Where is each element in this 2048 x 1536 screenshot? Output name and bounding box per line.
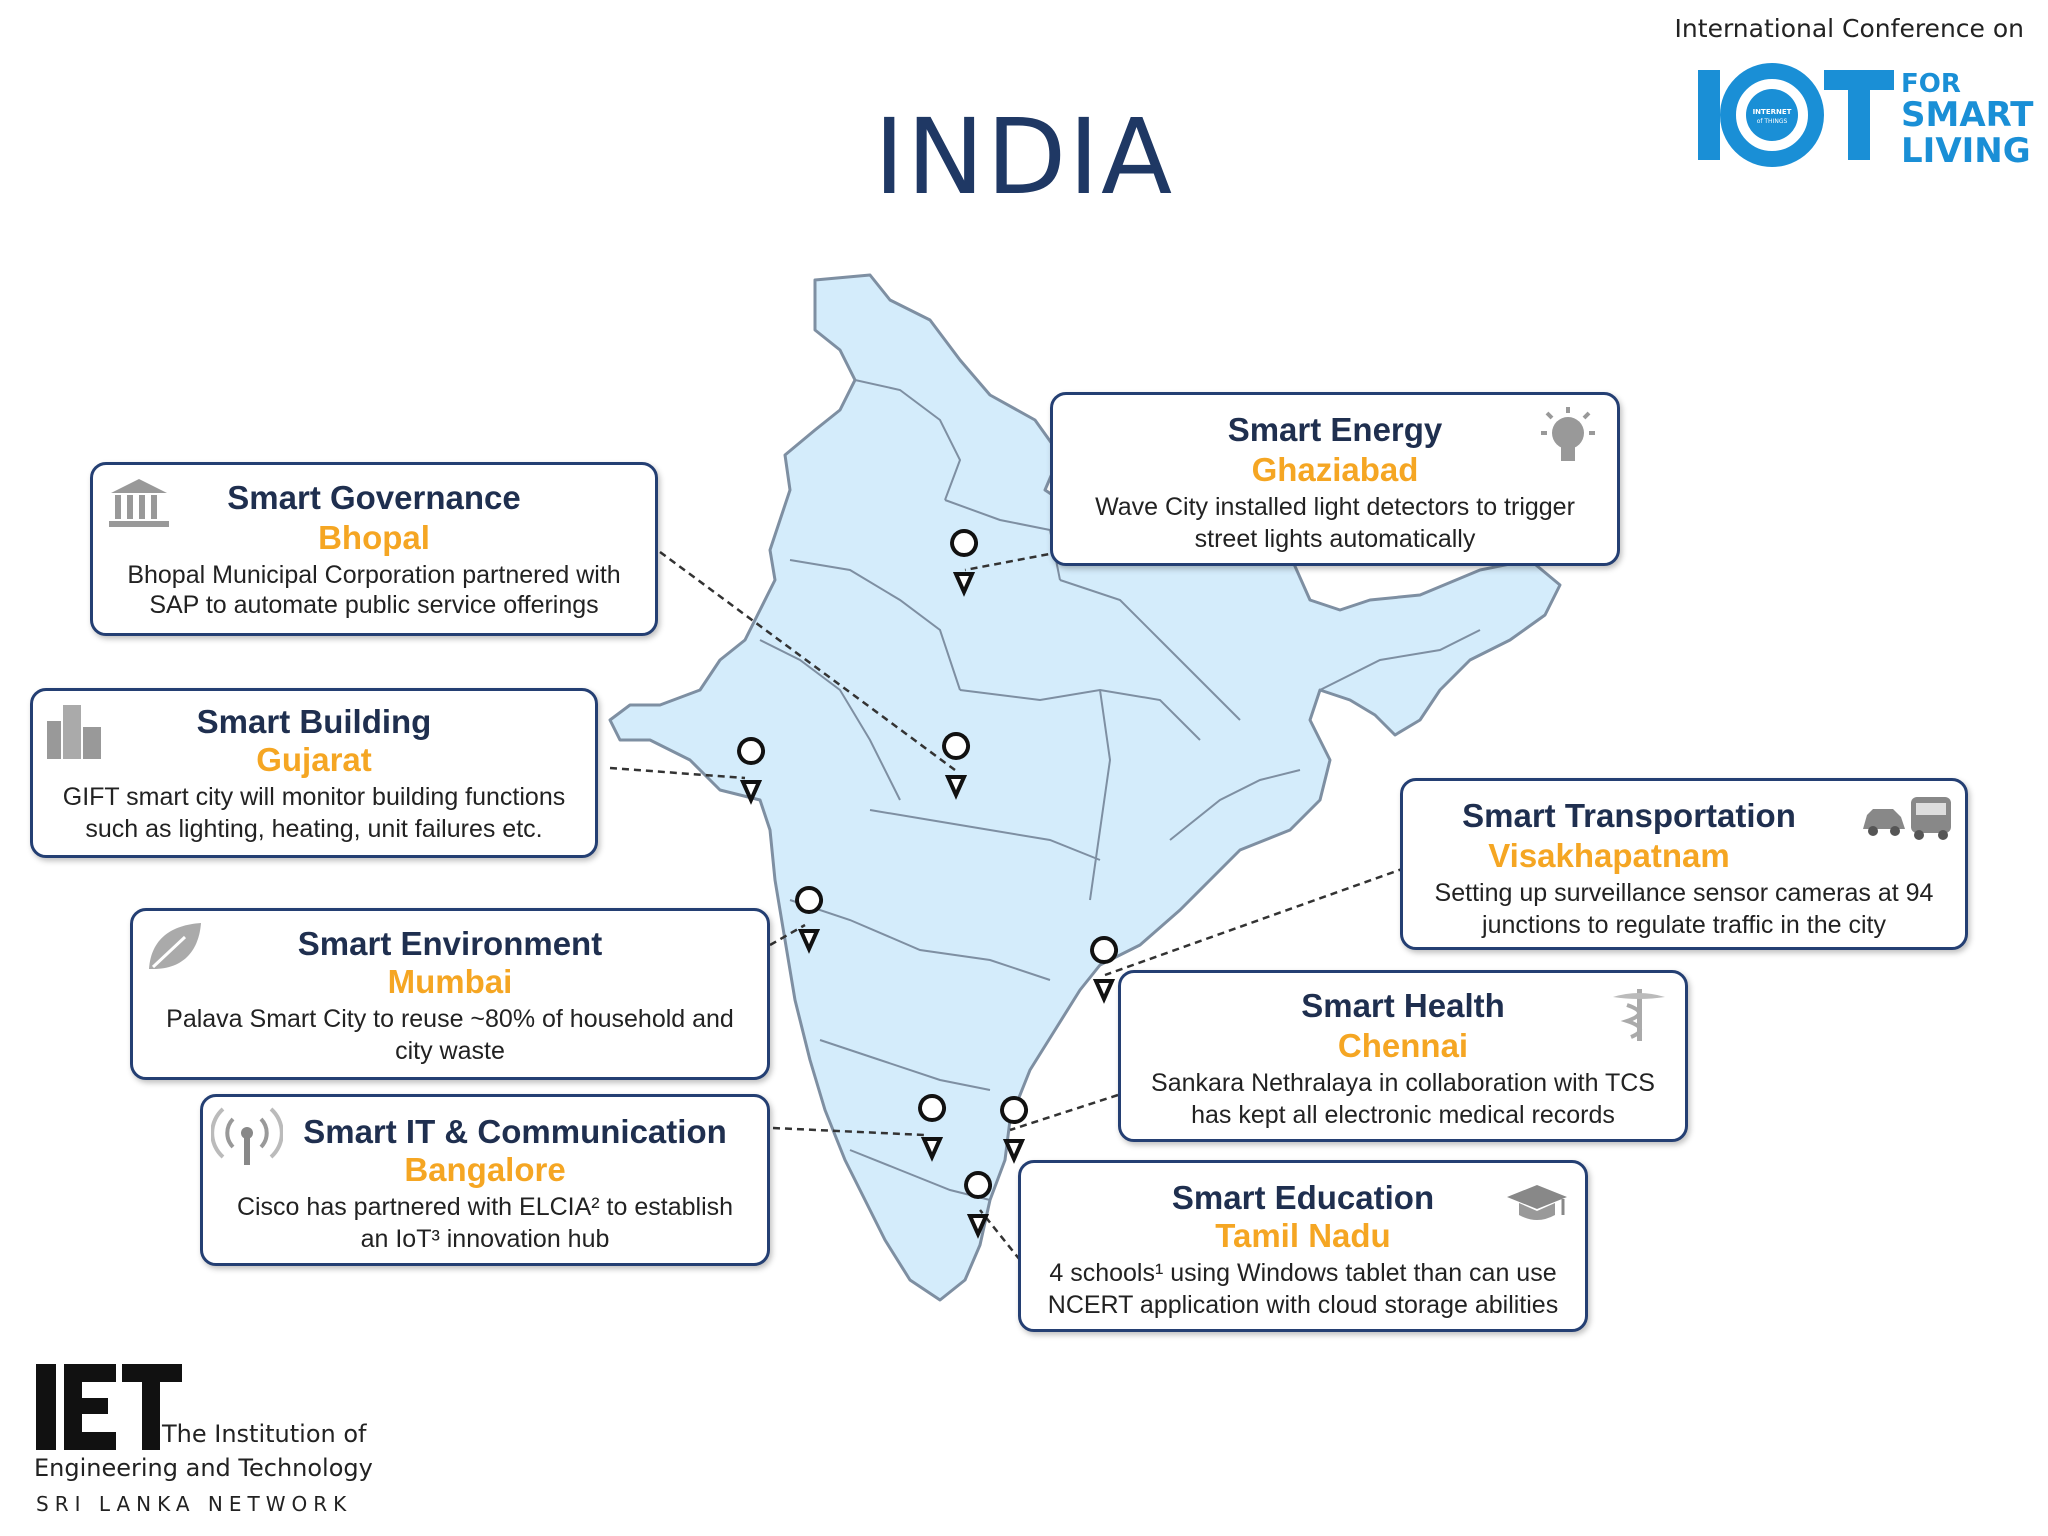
caduceus-icon: [1613, 989, 1665, 1041]
connector-building: [609, 766, 746, 780]
card-smart-education: Smart Education Tamil Nadu 4 schools¹ us…: [1018, 1160, 1588, 1332]
card-smart-environment: Smart Environment Mumbai Palava Smart Ci…: [130, 908, 770, 1080]
card-desc-line2: such as lighting, heating, unit failures…: [85, 815, 543, 843]
graduation-cap-icon: [1507, 1185, 1567, 1220]
pin-ghaziabad: [950, 529, 979, 597]
card-title: Smart Health: [1301, 987, 1505, 1024]
svg-text:FOR: FOR: [1901, 69, 1961, 99]
connector-health: [1009, 1093, 1119, 1132]
card-location: Chennai: [1337, 1027, 1469, 1064]
card-desc-line1: Bhopal Municipal Corporation partnered w…: [127, 561, 621, 589]
card-location: Mumbai: [387, 963, 513, 1000]
svg-text:LIVING: LIVING: [1901, 131, 2031, 170]
card-desc-line1: Palava Smart City to reuse ~80% of house…: [166, 1005, 734, 1033]
institution-line2: Engineering and Technology: [34, 1454, 373, 1482]
card-smart-building: Smart Building Gujarat GIFT smart city w…: [30, 688, 598, 858]
card-title: Smart Building: [196, 703, 432, 740]
card-location: Tamil Nadu: [1215, 1217, 1391, 1254]
card-smart-it-communication: Smart IT & Communication Bangalore Cisco…: [200, 1094, 770, 1266]
page-title: INDIA: [873, 96, 1175, 218]
card-location: Gujarat: [256, 741, 372, 778]
card-desc-line2: junctions to regulate traffic in the cit…: [1482, 911, 1886, 939]
lightbulb-icon: [1541, 407, 1595, 461]
pin-bhopal: [942, 732, 971, 800]
card-desc-line2: street lights automatically: [1194, 525, 1476, 553]
iot-smart-living-logo: INTERNET of THINGS FOR SMART LIVING: [1698, 63, 2034, 170]
pin-tamil-nadu: [964, 1171, 993, 1239]
card-title: Smart Education: [1171, 1179, 1435, 1216]
card-location: Bangalore: [404, 1151, 566, 1188]
antenna-icon: [211, 1107, 283, 1165]
pin-chennai: [1000, 1096, 1029, 1164]
leaf-icon: [149, 923, 201, 969]
svg-text:of THINGS: of THINGS: [1757, 118, 1788, 125]
svg-text:SMART: SMART: [1901, 95, 2034, 135]
car-bus-icon: [1863, 797, 1951, 840]
building-columns-icon: [109, 479, 169, 527]
card-desc-line2: NCERT application with cloud storage abi…: [1047, 1291, 1559, 1319]
card-desc-line1: Setting up surveillance sensor cameras a…: [1434, 879, 1934, 907]
card-location: Visakhapatnam: [1488, 837, 1730, 874]
card-title: Smart Environment: [297, 925, 603, 962]
card-title: Smart IT & Communication: [303, 1113, 727, 1150]
iet-logo: [36, 1364, 182, 1450]
pin-mumbai: [795, 886, 824, 954]
pin-bangalore: [918, 1094, 947, 1162]
card-desc-line2: has kept all electronic medical records: [1191, 1101, 1615, 1129]
card-smart-energy: Smart Energy Ghaziabad Wave City install…: [1050, 392, 1620, 566]
connector-environment: [769, 923, 806, 947]
skyscraper-icon: [47, 705, 101, 759]
card-smart-transportation: Smart Transportation Visakhapatnam Setti…: [1400, 778, 1968, 950]
card-title: Smart Energy: [1227, 411, 1443, 448]
institution-line3: SRI LANKA NETWORK: [36, 1492, 353, 1516]
institution-line1: The Institution of: [162, 1420, 367, 1448]
connector-it: [772, 1126, 926, 1137]
pin-gujarat: [737, 737, 766, 805]
card-desc-line1: GIFT smart city will monitor building fu…: [62, 783, 566, 811]
card-desc-line1: 4 schools¹ using Windows tablet than can…: [1049, 1259, 1557, 1287]
card-title: Smart Transportation: [1462, 797, 1796, 834]
conference-heading: International Conference on: [1674, 14, 2024, 43]
card-title: Smart Governance: [227, 479, 521, 516]
card-desc-line2: city waste: [395, 1037, 505, 1065]
card-desc-line1: Wave City installed light detectors to t…: [1095, 493, 1575, 521]
card-desc-line2: SAP to automate public service offerings: [149, 591, 599, 619]
card-location: Ghaziabad: [1251, 451, 1419, 488]
connector-energy: [964, 550, 1061, 572]
connector-transport: [1104, 866, 1406, 977]
svg-text:INTERNET: INTERNET: [1753, 108, 1792, 116]
pin-visakhapatnam: [1090, 936, 1119, 1004]
card-smart-health: Smart Health Chennai Sankara Nethralaya …: [1118, 970, 1688, 1142]
card-desc-line2: an IoT³ innovation hub: [360, 1225, 610, 1253]
card-desc-line1: Sankara Nethralaya in collaboration with…: [1151, 1069, 1655, 1097]
connector-governance: [659, 550, 956, 772]
card-location: Bhopal: [318, 519, 430, 556]
card-desc-line1: Cisco has partnered with ELCIA² to estab…: [236, 1193, 734, 1221]
india-outline: [608, 273, 1562, 1302]
card-smart-governance: Smart Governance Bhopal Bhopal Municipal…: [90, 462, 658, 636]
